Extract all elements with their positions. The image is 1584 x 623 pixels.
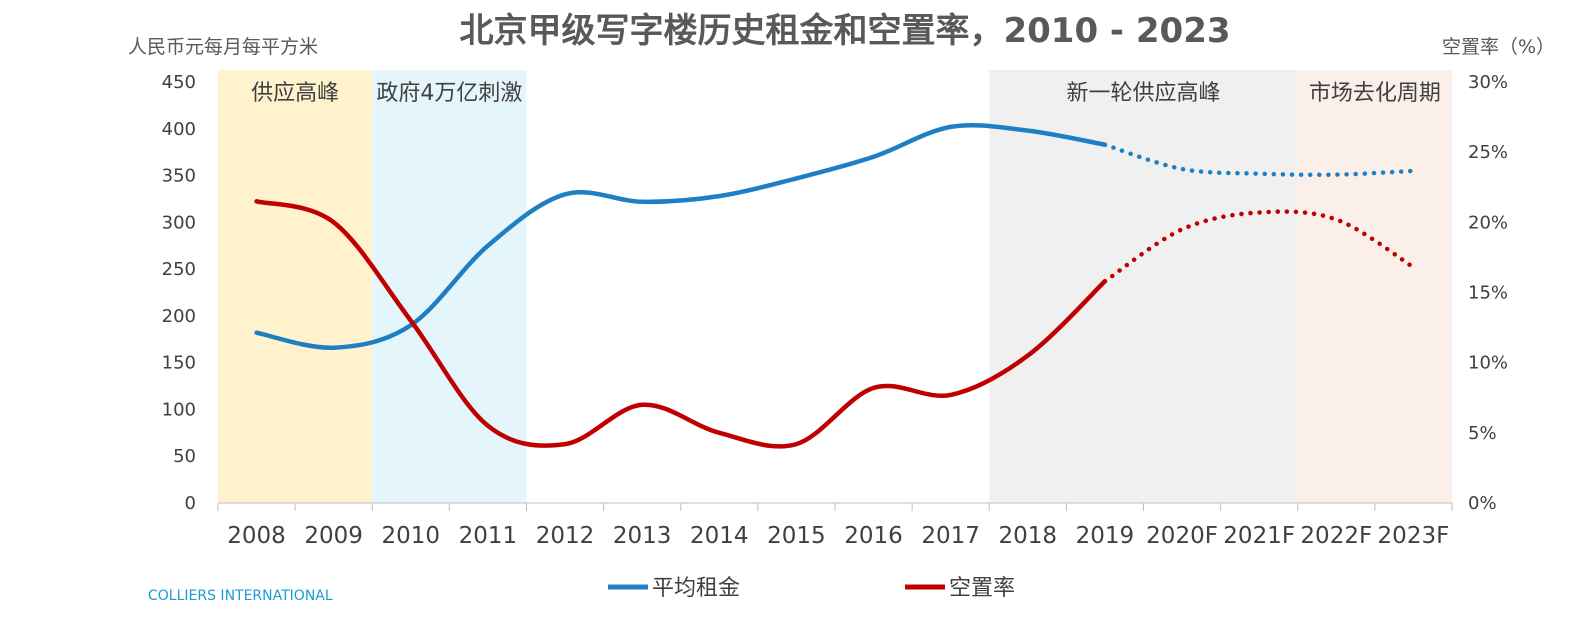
x-tick-label: 2014 — [690, 523, 749, 549]
y-left-tick-label: 0 — [185, 493, 196, 514]
data-point — [640, 200, 644, 204]
y-left-tick-label: 300 — [162, 212, 196, 233]
x-tick-label: 2012 — [536, 523, 595, 549]
x-tick-label: 2013 — [613, 523, 672, 549]
data-point — [948, 125, 952, 129]
period-label: 政府4万亿刺激 — [376, 81, 522, 106]
axes: 2008 2009 2010 2011 2012 2013 2014 2015 2016 2017… — [162, 72, 1508, 549]
data-point — [640, 403, 644, 407]
left-axis-unit: 人民币元每月每平方米 — [128, 36, 318, 58]
y-left-tick-label: 450 — [162, 72, 196, 93]
data-point — [1257, 171, 1261, 175]
data-point — [1103, 142, 1107, 146]
series-line-actual — [254, 123, 1108, 350]
x-tick-label: 2019 — [1076, 523, 1135, 549]
y-right-tick-label: 5% — [1468, 423, 1497, 444]
series-line-actual — [254, 199, 1108, 449]
data-point — [563, 192, 567, 196]
legend: 平均租金 空置率 — [608, 576, 1015, 601]
series-line-forecast — [1102, 209, 1416, 284]
x-tick-label: 2009 — [304, 523, 363, 549]
period-bands: 供应高峰 政府4万亿刺激 新一轮供应高峰 市场去化周期 — [218, 70, 1452, 503]
y-left-tick-label: 250 — [162, 259, 196, 280]
y-right-tick-label: 10% — [1468, 353, 1508, 374]
y-left-tick-label: 350 — [162, 166, 196, 187]
x-tick-label: 2021F — [1223, 523, 1295, 549]
data-point — [254, 199, 258, 203]
data-point — [1334, 217, 1338, 221]
data-point — [871, 386, 875, 390]
y-left-tick-label: 50 — [173, 446, 196, 467]
chart-title: 北京甲级写字楼历史租金和空置率，2010 - 2023 — [459, 11, 1230, 51]
data-point — [717, 194, 721, 198]
x-tick-label: 2010 — [382, 523, 441, 549]
data-point — [948, 393, 952, 397]
data-point — [794, 176, 798, 180]
right-axis-unit: 空置率（%） — [1442, 36, 1555, 58]
y-left-tick-label: 200 — [162, 306, 196, 327]
y-right-tick-label: 30% — [1468, 72, 1508, 93]
x-tick-label: 2016 — [844, 523, 903, 549]
y-right-tick-label: 20% — [1468, 212, 1508, 233]
x-tick-label: 2008 — [227, 523, 286, 549]
data-point — [486, 424, 490, 428]
period-label: 市场去化周期 — [1309, 81, 1441, 106]
x-tick-label: 2017 — [921, 523, 980, 549]
x-tick-label: 2018 — [999, 523, 1058, 549]
period-band — [1297, 70, 1452, 503]
data-point — [1180, 227, 1184, 231]
data-point — [1026, 128, 1030, 132]
x-tick-label: 2015 — [767, 523, 826, 549]
x-tick-label: 2022F — [1300, 523, 1372, 549]
x-tick-label: 2023F — [1378, 523, 1450, 549]
data-point — [1411, 265, 1415, 269]
legend-label: 空置率 — [949, 576, 1015, 601]
y-right-tick-label: 25% — [1468, 142, 1508, 163]
data-point — [1334, 172, 1338, 176]
source-label: COLLIERS INTERNATIONAL — [148, 588, 333, 604]
x-tick-label: 2011 — [459, 523, 518, 549]
y-left-tick-label: 400 — [162, 119, 196, 140]
series-layer — [254, 123, 1416, 449]
data-point — [794, 442, 798, 446]
data-point — [1411, 169, 1415, 173]
legend-label: 平均租金 — [652, 576, 740, 601]
data-point — [1180, 167, 1184, 171]
data-point — [254, 331, 258, 335]
period-label: 新一轮供应高峰 — [1066, 81, 1220, 106]
data-point — [871, 155, 875, 159]
y-right-tick-label: 15% — [1468, 283, 1508, 304]
data-point — [1026, 353, 1030, 357]
period-label: 供应高峰 — [251, 81, 339, 106]
y-right-tick-label: 0% — [1468, 493, 1497, 514]
period-band — [989, 70, 1298, 503]
data-point — [1257, 210, 1261, 214]
data-point — [717, 431, 721, 435]
y-left-tick-label: 100 — [162, 399, 196, 420]
data-point — [1103, 279, 1107, 283]
data-point — [331, 345, 335, 349]
data-point — [563, 442, 567, 446]
period-band — [218, 70, 373, 503]
data-point — [409, 318, 413, 322]
data-point — [486, 244, 490, 248]
data-point — [331, 220, 335, 224]
x-tick-label: 2020F — [1146, 523, 1218, 549]
y-left-tick-label: 150 — [162, 353, 196, 374]
